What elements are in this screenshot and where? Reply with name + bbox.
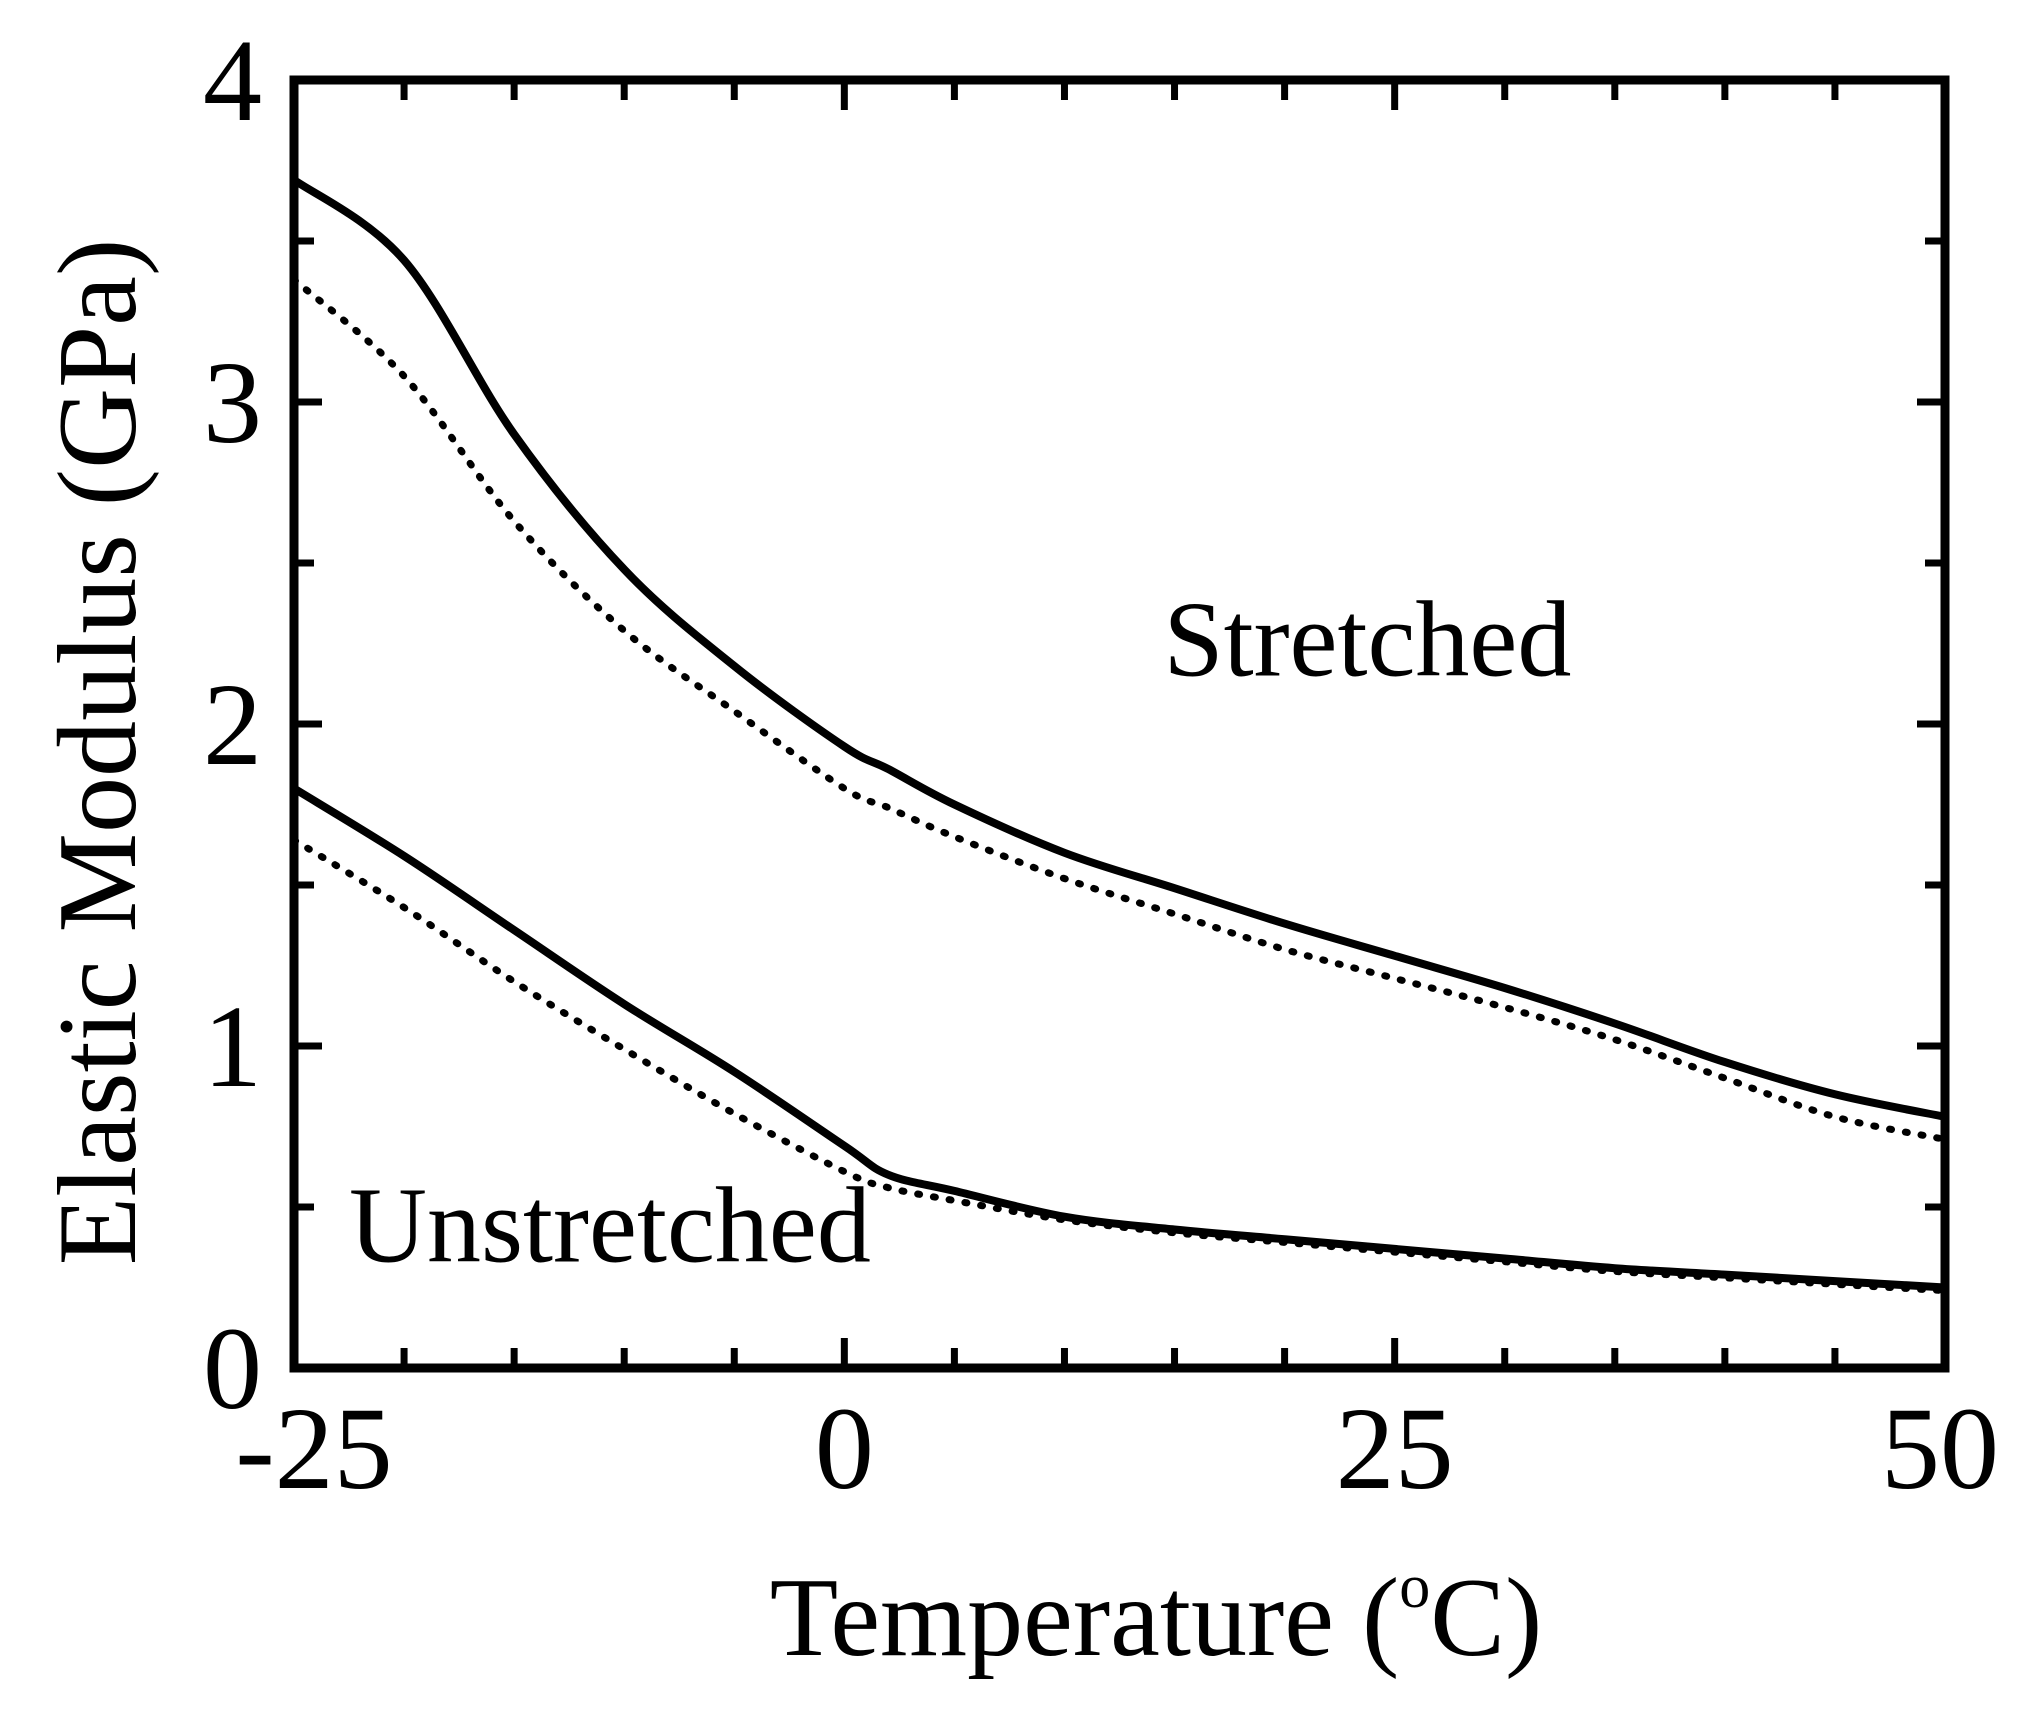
x-axis-title: Temperature (oC) — [770, 1553, 1543, 1680]
x-axis-title-unit: C) — [1430, 1556, 1542, 1680]
x-tick-labels: -25 0 25 50 — [235, 1383, 1999, 1514]
x-axis-title-main: Temperature ( — [770, 1556, 1400, 1680]
plot-area — [289, 75, 1950, 1373]
y-tick-label: 2 — [203, 659, 262, 790]
plot-frame — [289, 75, 1950, 1373]
annotation-unstretched: Unstretched — [349, 1167, 871, 1286]
y-tick-label: 4 — [203, 15, 262, 146]
x-tick-label: 50 — [1881, 1383, 1999, 1514]
x-tick-label: 0 — [815, 1383, 874, 1514]
series-stretched-solid — [290, 175, 1949, 1121]
y-axis-title: Elastic Modulus (GPa) — [36, 239, 160, 1266]
x-tick-label: -25 — [235, 1383, 392, 1514]
x-tick-label: 25 — [1336, 1383, 1454, 1514]
data-series — [290, 175, 1949, 1295]
series-stretched-dotted — [290, 276, 1949, 1143]
annotation-stretched: Stretched — [1164, 581, 1572, 700]
series-unstretched-dotted — [290, 836, 1949, 1295]
y-tick-label: 1 — [203, 981, 262, 1112]
x-axis-title-degree: o — [1399, 1553, 1430, 1621]
y-tick-label: 0 — [203, 1303, 262, 1434]
y-tick-labels: 0 1 2 3 4 — [203, 15, 262, 1434]
y-tick-label: 3 — [203, 337, 262, 468]
